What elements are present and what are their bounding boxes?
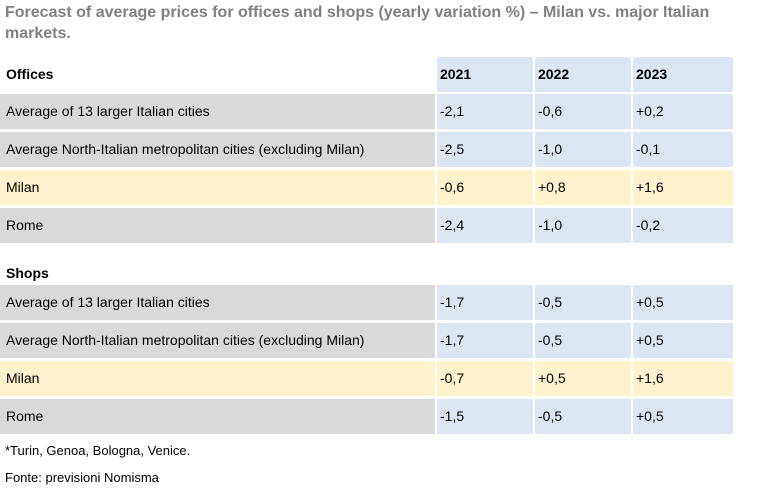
value-cell-2023: +1,6 [633,361,733,396]
value-cell-2023: +1,6 [633,170,733,205]
value-cell-2022: -0,5 [535,323,631,358]
column-header-2021: 2021 [437,57,533,92]
source-note: Fonte: previsioni Nomisma [5,470,159,485]
value-cell-2022: -0,5 [535,285,631,320]
table-row: Average of 13 larger Italian cities -2,1-… [0,94,733,129]
value-cell-2023: +0,2 [633,94,733,129]
value-cell-2022: -0,5 [535,399,631,434]
row-label: Average of 13 larger Italian cities [0,285,435,320]
table-row: Average North-Italian metropolitan citie… [0,132,733,167]
footnote: *Turin, Genoa, Bologna, Venice. [5,443,191,458]
row-label: Average of 13 larger Italian cities [0,94,435,129]
table-row: Milan -0,7 +0,5 +1,6 [0,361,733,396]
value-cell-2023: -0,1 [633,132,733,167]
table-row: Average North-Italian metropolitan citie… [0,323,733,358]
value-cell-2021: -2,4 [437,208,533,243]
table-row: Milan -0,6 +0,8 +1,6 [0,170,733,205]
row-label: Rome [0,399,435,434]
value-cell-2021: -2,5 [437,132,533,167]
chart-title: Forecast of average prices for offices a… [5,4,710,42]
row-label: Milan [0,361,435,396]
value-cell-2022: -0,6 [535,94,631,129]
value-cell-2022: -1,0 [535,208,631,243]
value-cell-2021: -1,7 [437,323,533,358]
column-header-2022: 2022 [535,57,631,92]
value-cell-2022: +0,5 [535,361,631,396]
value-cell-2021: -1,5 [437,399,533,434]
value-cell-2021: -1,7 [437,285,533,320]
offices-section-title: Offices [0,57,435,92]
value-cell-2021: -2,1 [437,94,533,129]
row-label: Average North-Italian metropolitan citie… [0,323,435,358]
row-label: Milan [0,170,435,205]
table-row: Rome -2,4 -1,0 -0,2 [0,208,733,243]
offices-header-row: Offices 2021 2022 2023 [0,57,733,92]
table-row: Average of 13 larger Italian cities -1,7-… [0,285,733,320]
row-label: Average North-Italian metropolitan citie… [0,132,435,167]
column-header-2023: 2023 [633,57,733,92]
value-cell-2023: +0,5 [633,399,733,434]
value-cell-2022: +0,8 [535,170,631,205]
row-label: Rome [0,208,435,243]
value-cell-2021: -0,7 [437,361,533,396]
value-cell-2023: +0,5 [633,285,733,320]
value-cell-2023: -0,2 [633,208,733,243]
value-cell-2023: +0,5 [633,323,733,358]
value-cell-2021: -0,6 [437,170,533,205]
table-row: Rome -1,5 -0,5 +0,5 [0,399,733,434]
value-cell-2022: -1,0 [535,132,631,167]
